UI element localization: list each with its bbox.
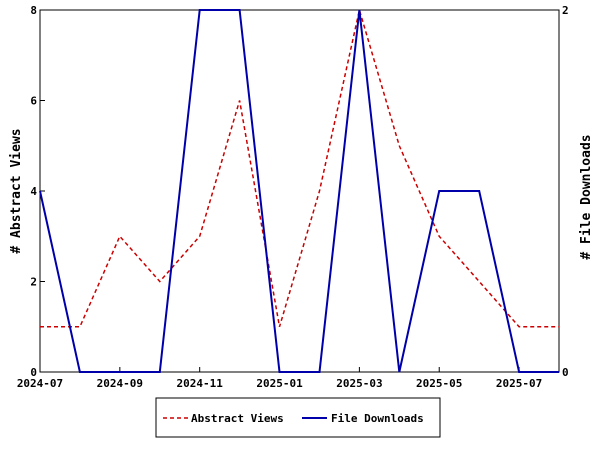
plot-area bbox=[39, 9, 560, 373]
left-axis: 0 2 4 6 8 bbox=[30, 4, 45, 379]
x-tick-label: 2025-05 bbox=[416, 377, 462, 390]
y-tick-label: 2 bbox=[30, 276, 37, 289]
x-tick-label: 2024-11 bbox=[177, 377, 224, 390]
y2-tick-label: 0 bbox=[562, 366, 569, 379]
series-line-file-downloads bbox=[39, 9, 559, 373]
legend-box bbox=[155, 397, 441, 438]
legend-label-abstract-views: Abstract Views bbox=[191, 412, 284, 425]
series-line-abstract-views bbox=[40, 9, 559, 328]
x-tick-label: 2025-01 bbox=[256, 377, 303, 390]
legend: Abstract Views File Downloads bbox=[155, 397, 441, 438]
y-axis-title: # Abstract Views bbox=[9, 128, 24, 253]
legend-label-file-downloads: File Downloads bbox=[331, 412, 424, 425]
y2-tick-label: 2 bbox=[562, 4, 569, 17]
x-tick-label: 2025-07 bbox=[496, 377, 542, 390]
series-lines bbox=[39, 9, 559, 373]
y2-axis-title: # File Downloads bbox=[579, 134, 594, 259]
y-tick-label: 6 bbox=[30, 95, 37, 108]
x-tick-label: 2024-09 bbox=[97, 377, 143, 390]
x-axis: 2024-07 2024-09 2024-11 2025-01 2025-03 2025-… bbox=[17, 367, 542, 390]
y-tick-label: 8 bbox=[30, 4, 37, 17]
x-tick-label: 2024-07 bbox=[17, 377, 63, 390]
y-tick-label: 0 bbox=[30, 366, 37, 379]
y-tick-label: 4 bbox=[30, 185, 37, 198]
x-tick-label: 2025-03 bbox=[336, 377, 382, 390]
